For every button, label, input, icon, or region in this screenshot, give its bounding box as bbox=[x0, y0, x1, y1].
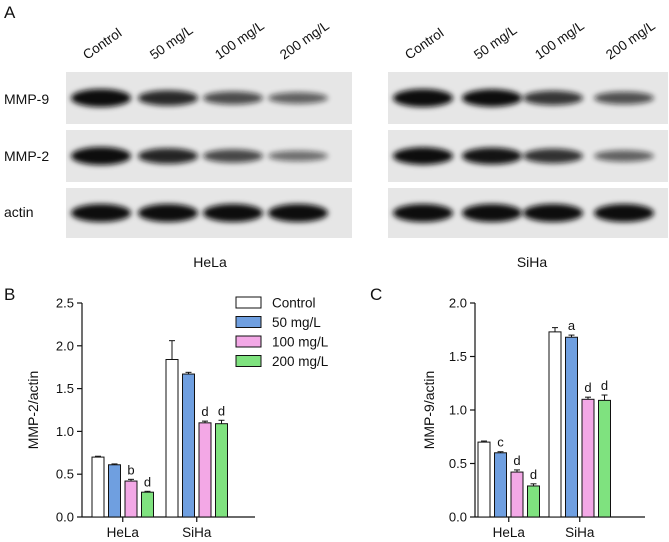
x-tick-label: HeLa bbox=[107, 525, 140, 540]
bar bbox=[477, 441, 491, 518]
bar bbox=[581, 398, 595, 518]
y-tick-label: 2.0 bbox=[56, 338, 74, 353]
blot-band bbox=[268, 150, 328, 162]
blot-band bbox=[594, 91, 654, 105]
significance-label: d bbox=[530, 467, 537, 482]
legend-swatch bbox=[235, 335, 262, 348]
blot-band bbox=[138, 90, 198, 106]
lane-label: Control bbox=[402, 25, 446, 62]
cell-line-label: HeLa bbox=[193, 254, 227, 270]
bar bbox=[215, 423, 228, 518]
bar bbox=[494, 452, 507, 518]
legend: Control 50 mg/L 100 mg/L 200 mg/L bbox=[235, 296, 329, 369]
bar bbox=[124, 480, 138, 518]
bar bbox=[565, 336, 578, 518]
legend-swatch bbox=[235, 316, 262, 328]
blot-band bbox=[462, 147, 522, 165]
y-tick-label: 0.0 bbox=[56, 510, 74, 525]
significance-label: d bbox=[218, 403, 225, 418]
blot-band bbox=[594, 204, 654, 222]
legend-label: Control bbox=[272, 296, 316, 311]
blot-band bbox=[393, 147, 453, 165]
legend-swatch bbox=[235, 296, 262, 309]
legend-label: 200 mg/L bbox=[272, 354, 329, 369]
y-tick-label: 0.5 bbox=[56, 467, 74, 482]
x-tick-label: SiHa bbox=[565, 525, 595, 540]
blot-band bbox=[268, 204, 328, 222]
bar bbox=[141, 491, 154, 518]
panel-label-c: C bbox=[370, 285, 382, 304]
lane-label: 50 mg/L bbox=[471, 22, 520, 63]
significance-label: c bbox=[497, 435, 504, 450]
y-axis-label: MMP-2/actin bbox=[25, 371, 41, 450]
lane-label: 200 mg/L bbox=[277, 18, 332, 63]
blot-band bbox=[393, 204, 453, 222]
x-tick-label: HeLa bbox=[493, 525, 526, 540]
significance-label: d bbox=[584, 380, 591, 395]
lane-label: 100 mg/L bbox=[532, 18, 587, 63]
cell-line-label: SiHa bbox=[517, 254, 548, 270]
y-tick-label: 1.5 bbox=[449, 349, 467, 364]
y-tick-label: 1.5 bbox=[56, 381, 74, 396]
blot-row-label: actin bbox=[4, 204, 34, 220]
bar bbox=[108, 464, 121, 518]
y-tick-label: 2.5 bbox=[56, 296, 74, 311]
significance-label: d bbox=[513, 453, 520, 468]
y-tick-label: 2.0 bbox=[449, 296, 467, 311]
blot-band bbox=[393, 89, 453, 107]
blot-band bbox=[203, 149, 263, 163]
blot-band bbox=[138, 204, 198, 222]
blot-band bbox=[71, 204, 131, 222]
lane-label: 50 mg/L bbox=[147, 22, 196, 63]
blot-band bbox=[138, 148, 198, 164]
bar bbox=[598, 399, 611, 518]
y-tick-label: 1.0 bbox=[56, 424, 74, 439]
legend-label: 50 mg/L bbox=[272, 315, 321, 330]
y-tick-label: 1.0 bbox=[449, 403, 467, 418]
blot-band bbox=[462, 89, 522, 107]
significance-label: d bbox=[144, 474, 151, 489]
lane-label: Control bbox=[80, 25, 124, 62]
blot-band bbox=[203, 204, 263, 222]
panel-label-a: A bbox=[4, 3, 16, 22]
y-axis-label: MMP-9/actin bbox=[421, 371, 437, 450]
blot-band bbox=[71, 147, 131, 165]
bar bbox=[510, 471, 524, 518]
lane-label: 200 mg/L bbox=[603, 18, 658, 63]
bar bbox=[198, 422, 212, 518]
blot-band bbox=[203, 91, 263, 105]
lane-label: 100 mg/L bbox=[212, 18, 267, 63]
legend-swatch bbox=[235, 355, 262, 367]
blot-band bbox=[462, 204, 522, 222]
significance-label: d bbox=[601, 378, 608, 393]
blot-band bbox=[268, 92, 328, 104]
blot-row-label: MMP-2 bbox=[4, 148, 49, 164]
bar bbox=[527, 485, 540, 518]
blot-band bbox=[71, 89, 131, 107]
bar bbox=[548, 331, 562, 518]
panel-label-b: B bbox=[4, 285, 15, 304]
significance-label: d bbox=[201, 404, 208, 419]
bar bbox=[182, 373, 195, 518]
bar bbox=[91, 456, 105, 518]
bar bbox=[165, 358, 179, 518]
y-tick-label: 0.5 bbox=[449, 456, 467, 471]
blot-band bbox=[523, 148, 583, 164]
blot-band bbox=[523, 90, 583, 106]
significance-label: a bbox=[568, 318, 576, 333]
blot-band bbox=[523, 204, 583, 222]
x-tick-label: SiHa bbox=[182, 525, 212, 540]
blot-band bbox=[594, 150, 654, 162]
blot-row-label: MMP-9 bbox=[4, 91, 49, 107]
legend-label: 100 mg/L bbox=[272, 335, 329, 350]
y-tick-label: 0.0 bbox=[449, 510, 467, 525]
significance-label: b bbox=[127, 462, 134, 477]
